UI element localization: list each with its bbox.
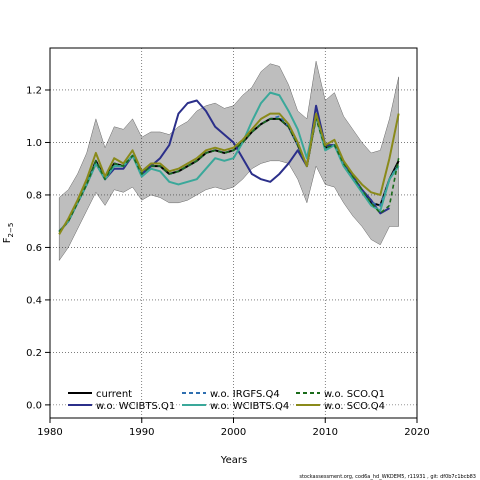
confidence-band (58, 61, 399, 262)
series-line-w-o-sco-q4 (58, 112, 400, 235)
footer-text: stockassessment.org, cod6a_hd_WKDEM5, r1… (299, 474, 476, 480)
grid (49, 48, 418, 418)
series-line-w-o-wcibts-q4 (58, 91, 400, 233)
legend-label: w.o. WCIBTS.Q1 (96, 401, 175, 412)
legend-label: w.o. WCIBTS.Q4 (210, 401, 289, 412)
y-axis-title-main: F (2, 237, 13, 243)
plot-frame (49, 47, 418, 419)
y-axis-title-subscript: 2−5 (7, 223, 15, 238)
y-tick-label: 0.8 (26, 190, 42, 201)
y-tick-label: 0.0 (26, 400, 42, 411)
series-line-w-o-sco-q1 (58, 118, 400, 233)
x-axis-title: Years (220, 455, 247, 466)
y-tick-label: 1.2 (26, 85, 42, 96)
y-axis: 0.0 0.2 0.4 0.6 0.8 1.0 1.2 (26, 85, 50, 411)
y-tick-label: 0.2 (26, 348, 42, 359)
x-tick-label: 2020 (404, 427, 429, 438)
y-tick-label: 0.4 (26, 295, 42, 306)
y-axis-title: F2−5 (2, 223, 15, 244)
legend-label: w.o. SCO.Q1 (324, 389, 385, 400)
legend-label: current (96, 389, 132, 400)
x-tick-label: 2010 (313, 427, 338, 438)
x-tick-label: 1980 (37, 427, 62, 438)
x-tick-label: 1990 (129, 427, 154, 438)
x-axis: 1980 1990 2000 2010 2020 (37, 418, 430, 438)
x-tick-label: 2000 (221, 427, 246, 438)
confidence-band-area (58, 61, 399, 262)
legend-label: w.o. SCO.Q4 (324, 401, 385, 412)
y-tick-label: 1.0 (26, 138, 42, 149)
legend-label: w.o. IRGFS.Q4 (210, 389, 280, 400)
y-tick-label: 0.6 (26, 243, 42, 254)
series-lines (58, 91, 400, 235)
